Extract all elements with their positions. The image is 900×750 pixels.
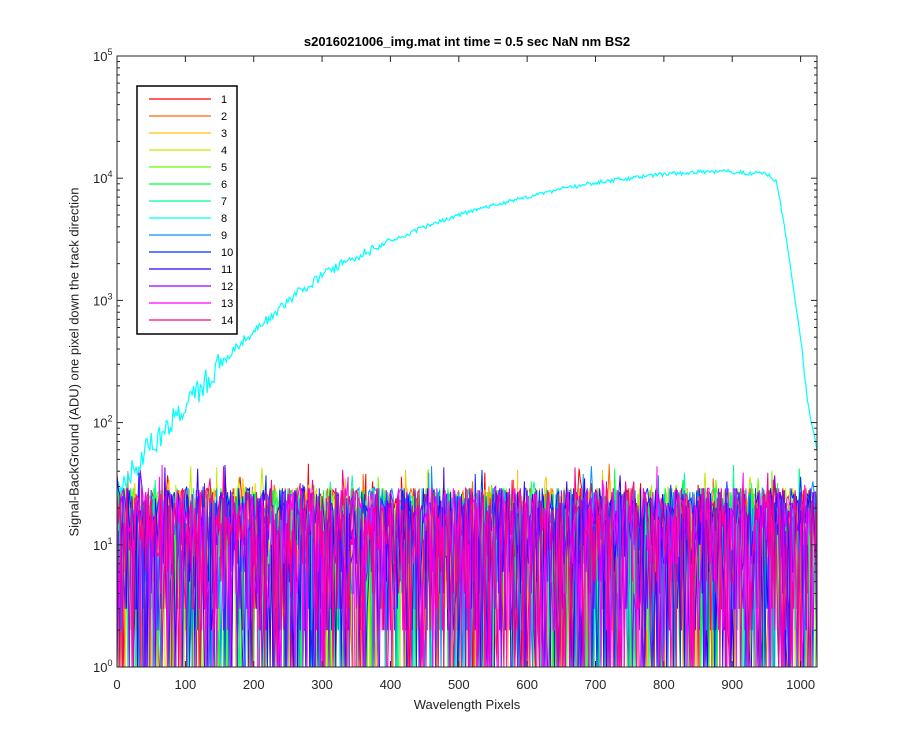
series-line-8 xyxy=(117,168,817,499)
y-tick-label: 102 xyxy=(93,414,112,431)
series-line-13 xyxy=(117,464,817,667)
legend-label-14: 14 xyxy=(221,315,233,327)
series-layer xyxy=(117,168,817,667)
x-tick-label: 300 xyxy=(311,677,333,692)
x-tick-label: 500 xyxy=(448,677,470,692)
legend-label-12: 12 xyxy=(221,281,233,293)
legend-label-8: 8 xyxy=(221,213,227,225)
y-tick-label: 105 xyxy=(93,47,112,64)
legend-label-5: 5 xyxy=(221,162,227,174)
legend-box xyxy=(136,85,238,335)
legend-label-1: 1 xyxy=(221,94,227,106)
legend-label-11: 11 xyxy=(221,264,232,276)
x-tick-label: 800 xyxy=(653,677,675,692)
legend-label-9: 9 xyxy=(221,230,227,242)
x-tick-label: 1000 xyxy=(786,677,815,692)
x-tick-label: 400 xyxy=(380,677,402,692)
ticks-layer: 0 100 200 300 400 500 600 700 800 900 100010010110… xyxy=(93,47,817,692)
legend-label-6: 6 xyxy=(221,179,227,191)
y-axis-label: Signal-BackGround (ADU) one pixel down t… xyxy=(66,187,82,537)
y-tick-label: 100 xyxy=(93,658,112,675)
x-tick-label: 200 xyxy=(243,677,265,692)
y-tick-label: 101 xyxy=(93,536,112,553)
series-line-14 xyxy=(117,466,817,667)
legend-label-3: 3 xyxy=(221,128,227,140)
x-tick-label: 900 xyxy=(721,677,743,692)
legend-label-7: 7 xyxy=(221,196,227,208)
x-tick-label: 700 xyxy=(585,677,607,692)
x-tick-label: 100 xyxy=(175,677,197,692)
x-tick-label: 600 xyxy=(516,677,538,692)
legend-label-13: 13 xyxy=(221,298,233,310)
plot-frame xyxy=(116,55,818,668)
y-tick-label: 104 xyxy=(93,169,112,186)
legend-label-2: 2 xyxy=(221,111,227,123)
legend-label-4: 4 xyxy=(221,145,227,157)
y-tick-label: 103 xyxy=(93,291,112,308)
x-axis-label: Wavelength Pixels xyxy=(413,697,521,712)
chart-title: s2016021006_img.mat int time = 0.5 sec N… xyxy=(303,34,631,49)
legend-label-10: 10 xyxy=(221,247,233,259)
x-tick-label: 0 xyxy=(113,677,120,692)
